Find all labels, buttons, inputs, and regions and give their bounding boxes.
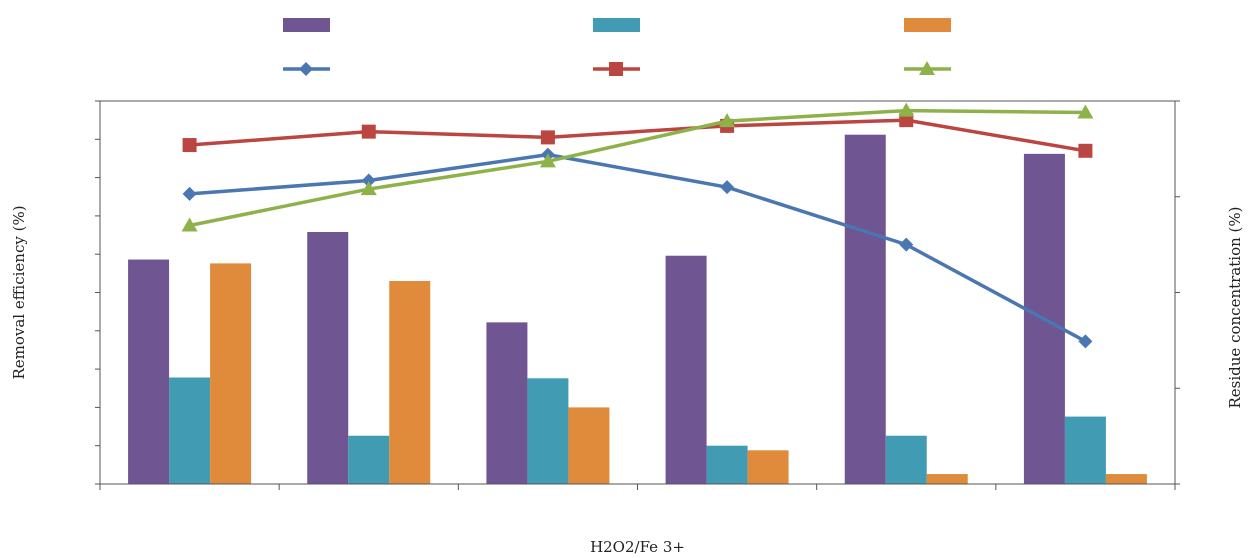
legend-swatch-bar-1 [283, 18, 330, 32]
bar-3-2 [389, 281, 431, 484]
bar-2-6 [1064, 416, 1106, 484]
series-2-marker-2 [361, 124, 376, 139]
legend-marker-2 [609, 62, 623, 76]
series-2-marker-6 [1078, 143, 1093, 158]
legend-marker-1 [299, 62, 313, 76]
series-1-marker-6 [1078, 334, 1093, 349]
x-axis-title: H2O2/Fe 3+ [590, 538, 685, 556]
y-axis-title: Removal efficiency (%) [10, 205, 28, 379]
series-line-3 [189, 108, 1086, 228]
legend-swatch-bar-3 [904, 18, 951, 32]
legend-marker-3 [919, 61, 935, 75]
bar-1-1 [128, 259, 170, 484]
bar-2-5 [885, 435, 927, 484]
lines-layer [181, 102, 1094, 349]
legend [283, 18, 951, 76]
bar-2-4 [706, 445, 748, 484]
bar-2-3 [527, 378, 569, 484]
series-line-2 [189, 118, 1086, 153]
bar-1-5 [844, 134, 886, 485]
bar-1-2 [307, 231, 349, 484]
series-3-marker-2 [360, 181, 377, 196]
bar-3-5 [926, 474, 968, 484]
axes-layer [95, 100, 1180, 490]
series-3-marker-5 [898, 102, 915, 117]
bar-2-2 [348, 435, 390, 484]
bars-layer [128, 134, 1147, 485]
bar-3-1 [210, 263, 252, 484]
bar-3-3 [568, 407, 610, 484]
series-2-marker-1 [182, 138, 197, 153]
bar-1-4 [665, 255, 707, 484]
series-2-marker-5 [899, 113, 914, 128]
series-2-marker-3 [540, 130, 555, 145]
series-3-marker-6 [1077, 104, 1094, 119]
series-1-marker-5 [899, 237, 914, 252]
bar-3-6 [1105, 474, 1147, 484]
bar-3-4 [747, 450, 789, 484]
bar-2-1 [169, 377, 211, 484]
series-1-marker-4 [720, 180, 735, 195]
legend-swatch-bar-2 [593, 18, 640, 32]
series-3-marker-3 [539, 153, 556, 168]
y2-axis-title: Residue concentration (%) [1226, 207, 1244, 409]
series-3-marker-1 [181, 217, 198, 232]
bar-1-3 [486, 322, 528, 484]
series-1-marker-2 [361, 173, 376, 188]
series-3-marker-4 [719, 113, 736, 128]
series-1-marker-1 [182, 186, 197, 201]
series-line-1 [189, 152, 1087, 343]
